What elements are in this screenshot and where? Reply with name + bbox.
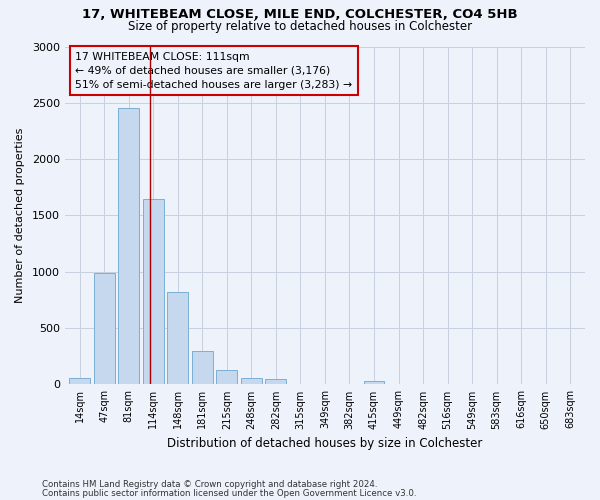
Bar — [94, 273, 115, 384]
Bar — [143, 198, 164, 384]
Bar — [241, 378, 262, 384]
Bar — [265, 380, 286, 384]
Text: Size of property relative to detached houses in Colchester: Size of property relative to detached ho… — [128, 20, 472, 33]
Bar — [217, 370, 237, 384]
Bar — [69, 378, 90, 384]
X-axis label: Distribution of detached houses by size in Colchester: Distribution of detached houses by size … — [167, 437, 482, 450]
Bar — [192, 350, 213, 384]
Bar — [167, 292, 188, 384]
Bar — [118, 108, 139, 384]
Text: Contains HM Land Registry data © Crown copyright and database right 2024.: Contains HM Land Registry data © Crown c… — [42, 480, 377, 489]
Text: 17 WHITEBEAM CLOSE: 111sqm
← 49% of detached houses are smaller (3,176)
51% of s: 17 WHITEBEAM CLOSE: 111sqm ← 49% of deta… — [76, 52, 352, 90]
Text: 17, WHITEBEAM CLOSE, MILE END, COLCHESTER, CO4 5HB: 17, WHITEBEAM CLOSE, MILE END, COLCHESTE… — [82, 8, 518, 20]
Y-axis label: Number of detached properties: Number of detached properties — [15, 128, 25, 303]
Bar — [364, 381, 385, 384]
Text: Contains public sector information licensed under the Open Government Licence v3: Contains public sector information licen… — [42, 489, 416, 498]
